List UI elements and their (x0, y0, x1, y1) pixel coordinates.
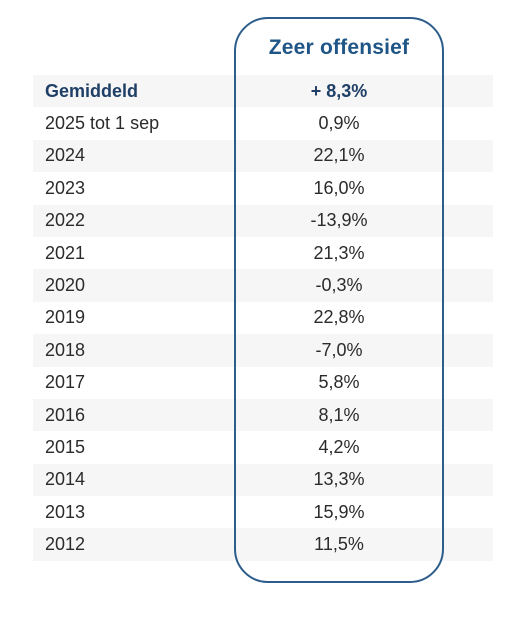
column-header: Zeer offensief (268, 36, 410, 59)
row-label: 2021 (45, 242, 86, 263)
row-label: 2020 (45, 275, 86, 296)
row-label: 2017 (45, 372, 86, 393)
row-value: 13,3% (313, 469, 365, 490)
table-row: 2019 22,8% (33, 302, 493, 334)
row-value: 22,8% (313, 307, 365, 328)
row-label: 2025 tot 1 sep (45, 113, 160, 134)
row-label: 2013 (45, 501, 86, 522)
row-label: 2024 (45, 145, 86, 166)
row-value: + 8,3% (310, 80, 368, 101)
table-row: 2021 21,3% (33, 237, 493, 269)
table-row: 2018 -7,0% (33, 334, 493, 367)
row-label: 2012 (45, 534, 86, 555)
table-row: 2023 16,0% (33, 172, 493, 204)
table-row: 2013 15,9% (33, 496, 493, 528)
row-label: 2019 (45, 307, 86, 328)
row-value: 21,3% (313, 242, 365, 263)
row-value: 4,2% (318, 436, 360, 457)
table-body: Gemiddeld + 8,3% 2025 tot 1 sep 0,9% 202… (33, 75, 493, 561)
table-row: 2017 5,8% (33, 367, 493, 399)
row-value: 0,9% (318, 113, 360, 134)
row-label: 2022 (45, 210, 86, 231)
row-value: 5,8% (318, 372, 360, 393)
row-value: -7,0% (315, 339, 363, 360)
table-row: 2012 11,5% (33, 528, 493, 561)
table-row: 2025 tot 1 sep 0,9% (33, 107, 493, 139)
row-value: 15,9% (313, 501, 365, 522)
row-value: 22,1% (313, 145, 365, 166)
row-label: Gemiddeld (45, 80, 139, 101)
row-value: 11,5% (314, 534, 364, 555)
row-label: 2014 (45, 469, 86, 490)
row-value: 16,0% (313, 177, 365, 198)
row-value: -0,3% (315, 275, 363, 296)
row-label: 2016 (45, 404, 86, 425)
table-row: 2022 -13,9% (33, 204, 493, 237)
row-value: -13,9% (310, 210, 368, 231)
row-label: 2018 (45, 339, 86, 360)
table-row: 2015 4,2% (33, 431, 493, 463)
row-label: 2023 (45, 177, 86, 198)
table-row: 2014 13,3% (33, 463, 493, 497)
row-label: 2015 (45, 436, 86, 457)
table-row-average: Gemiddeld + 8,3% (33, 75, 493, 108)
row-value: 8,1% (318, 404, 360, 425)
table-row: 2020 -0,3% (33, 269, 493, 302)
table-row: 2016 8,1% (33, 398, 493, 432)
table-row: 2024 22,1% (33, 139, 493, 173)
